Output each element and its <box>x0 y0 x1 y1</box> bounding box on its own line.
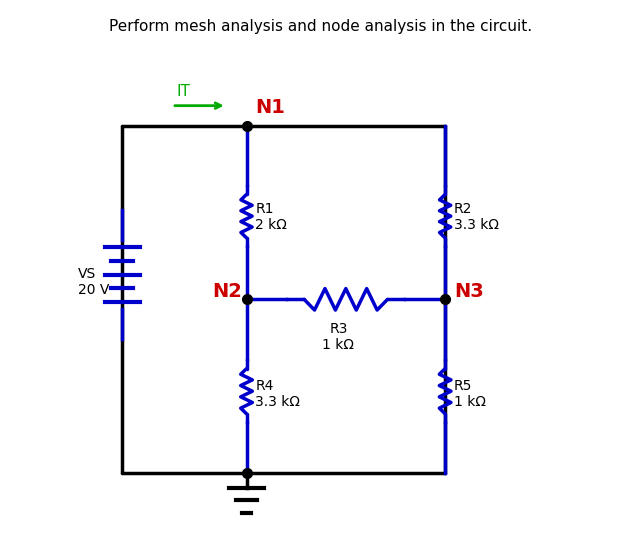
Text: N2: N2 <box>212 282 241 301</box>
Text: N1: N1 <box>256 98 285 117</box>
Text: R4
3.3 kΩ: R4 3.3 kΩ <box>256 379 300 409</box>
Text: R5
1 kΩ: R5 1 kΩ <box>454 379 486 409</box>
Text: R1
2 kΩ: R1 2 kΩ <box>256 202 288 232</box>
Text: VS
20 V: VS 20 V <box>78 267 109 297</box>
Text: R2
3.3 kΩ: R2 3.3 kΩ <box>454 202 499 232</box>
Text: Perform mesh analysis and node analysis in the circuit.: Perform mesh analysis and node analysis … <box>109 19 533 33</box>
Text: R3
1 kΩ: R3 1 kΩ <box>322 322 354 352</box>
Text: N3: N3 <box>454 282 484 301</box>
Text: IT: IT <box>177 84 191 99</box>
